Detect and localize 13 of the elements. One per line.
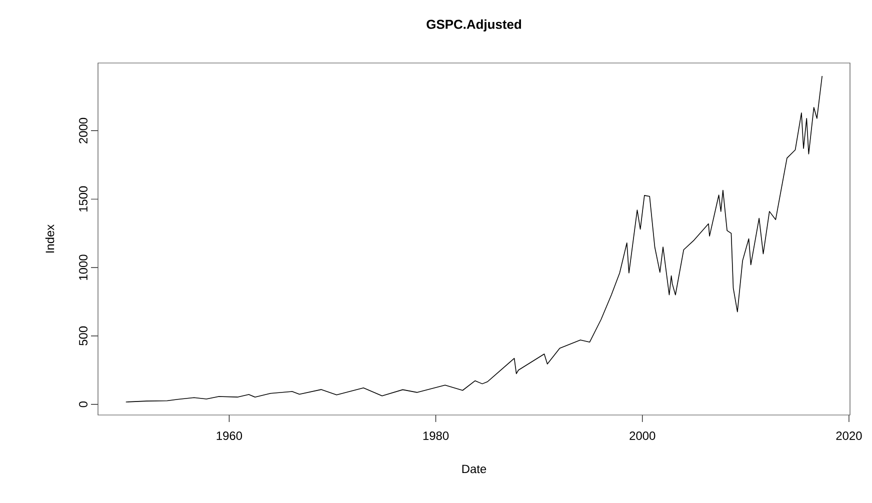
y-axis-title: Index [45,224,54,253]
y-tick-label: 500 [79,326,88,346]
line-series [125,76,823,402]
x-tick-label: 2020 [836,432,862,440]
x-tick-label: 1960 [216,432,242,440]
y-tick-label: 1000 [79,254,88,280]
y-tick-label: 2000 [79,118,88,144]
chart-title: GSPC.Adjusted [426,19,522,32]
y-tick-label: 1500 [79,186,88,212]
x-tick-label: 1980 [423,432,449,440]
y-tick-label: 0 [79,401,88,408]
x-tick-label: 2000 [630,432,656,440]
x-axis-title: Date [462,464,486,474]
